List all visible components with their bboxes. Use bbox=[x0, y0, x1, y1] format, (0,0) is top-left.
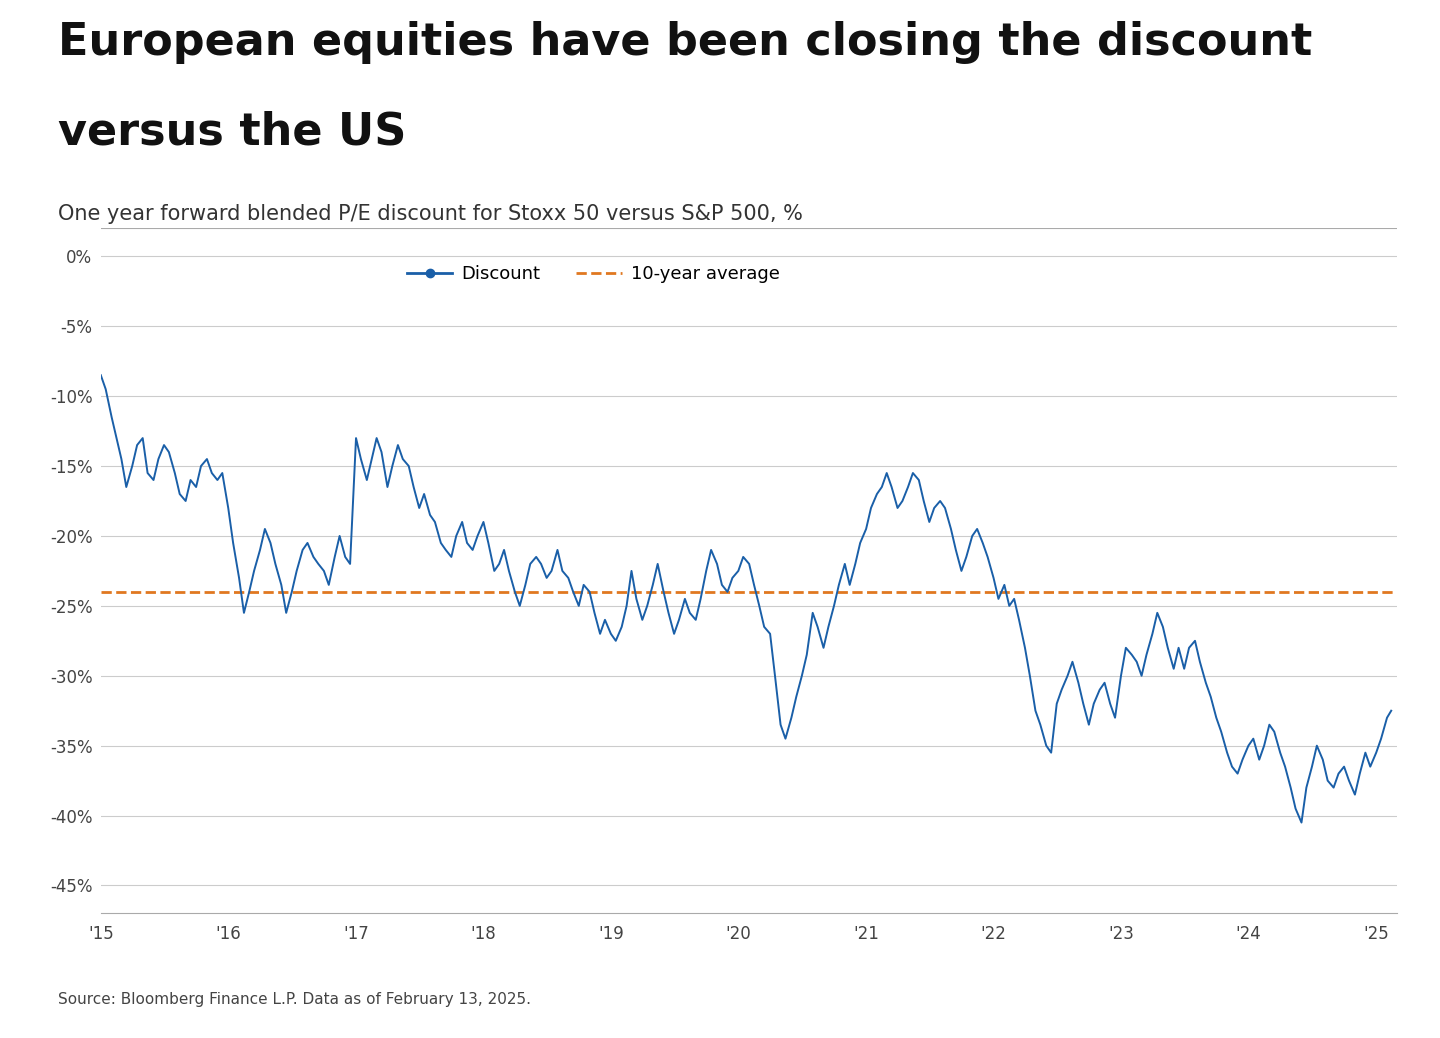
Text: One year forward blended P/E discount for Stoxx 50 versus S&P 500, %: One year forward blended P/E discount fo… bbox=[58, 203, 802, 224]
Legend: Discount, 10-year average: Discount, 10-year average bbox=[400, 257, 786, 291]
Text: Source: Bloomberg Finance L.P. Data as of February 13, 2025.: Source: Bloomberg Finance L.P. Data as o… bbox=[58, 992, 530, 1007]
Text: European equities have been closing the discount: European equities have been closing the … bbox=[58, 21, 1312, 63]
Text: versus the US: versus the US bbox=[58, 110, 406, 154]
